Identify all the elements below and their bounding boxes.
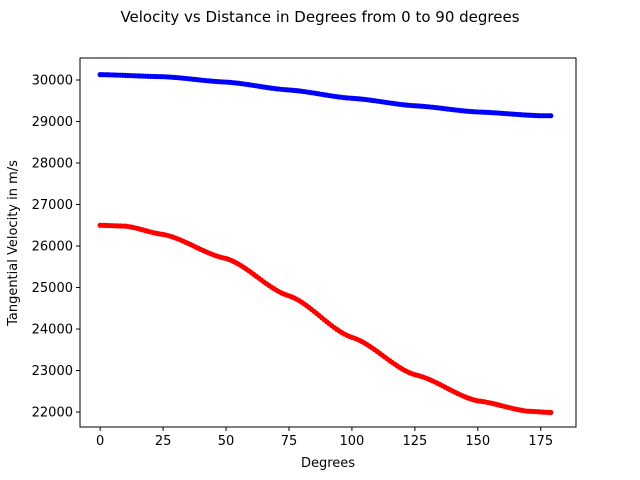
x-tick-label: 100 (340, 434, 365, 449)
x-tick-label: 175 (528, 434, 553, 449)
x-tick-label: 50 (218, 434, 235, 449)
y-tick-label: 30000 (32, 73, 73, 88)
x-axis: 0 25 50 75 100 125 150 175 (96, 427, 553, 449)
series-2-point (548, 409, 554, 416)
y-tick-label: 24000 (32, 323, 73, 338)
x-tick-label: 125 (402, 434, 427, 449)
x-tick-label: 150 (465, 434, 490, 449)
y-tick-label: 23000 (32, 364, 73, 379)
plot-area (79, 57, 577, 428)
y-tick-label: 26000 (32, 240, 73, 255)
x-axis-label: Degrees (301, 456, 355, 471)
series-1-point (548, 113, 554, 119)
y-tick-label: 25000 (32, 281, 73, 296)
x-tick-label: 0 (96, 434, 104, 449)
x-tick-label: 75 (281, 434, 298, 449)
y-tick-label: 29000 (32, 115, 73, 130)
data-points (97, 72, 554, 416)
x-tick-label: 25 (155, 434, 172, 449)
y-axis: 22000 23000 24000 25000 26000 27000 28000 29000… (32, 73, 80, 421)
y-tick-label: 22000 (32, 406, 73, 421)
y-axis-label: Tangential Velocity in m/s (6, 160, 21, 327)
y-tick-label: 28000 (32, 157, 73, 172)
chart-title: Velocity vs Distance in Degrees from 0 t… (120, 8, 519, 26)
y-tick-label: 27000 (32, 198, 73, 213)
